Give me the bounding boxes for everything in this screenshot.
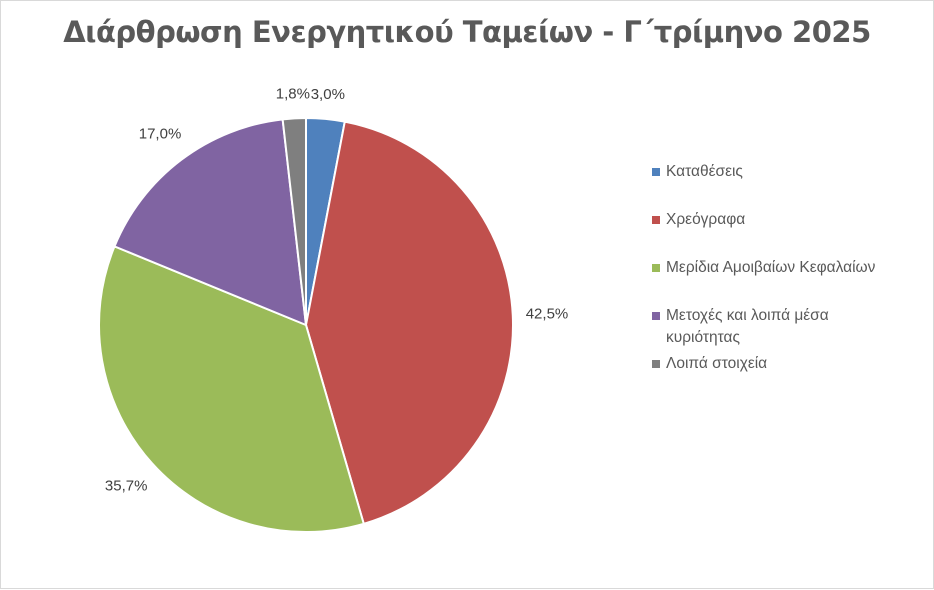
legend-label: Μετοχές και λοιπά μέσα κυριότητας: [666, 307, 829, 346]
legend-label: Λοιπά στοιχεία: [666, 355, 768, 372]
legend-item: Χρεόγραφα: [652, 209, 745, 231]
legend-swatch: [652, 312, 660, 320]
data-label: 17,0%: [139, 126, 182, 143]
data-label: 3,0%: [311, 86, 345, 103]
data-label: 1,8%: [276, 85, 310, 102]
chart-title: Διάρθρωση Ενεργητικού Ταμείων - Γ΄τρίμην…: [63, 15, 871, 49]
data-label: 42,5%: [526, 306, 569, 323]
legend-swatch: [652, 264, 660, 272]
legend-item: Μερίδια Αμοιβαίων Κεφαλαίων: [652, 257, 875, 279]
pie-slice: [113, 118, 308, 327]
pie-slice: [281, 116, 307, 326]
legend-label: Χρεόγραφα: [666, 211, 746, 228]
legend-label: Καταθέσεις: [666, 163, 743, 180]
pie-slice: [304, 120, 514, 526]
legend-swatch: [652, 360, 660, 368]
legend-swatch: [652, 168, 660, 176]
legend-item: Μετοχές και λοιπά μέσα κυριότητας: [652, 305, 881, 349]
legend-label: Μερίδια Αμοιβαίων Κεφαλαίων: [666, 259, 876, 276]
legend-item: Καταθέσεις: [652, 161, 743, 183]
legend-swatch: [652, 216, 660, 224]
legend-item: Λοιπά στοιχεία: [652, 353, 767, 375]
data-label: 35,7%: [105, 477, 148, 494]
pie-slice: [98, 245, 365, 533]
